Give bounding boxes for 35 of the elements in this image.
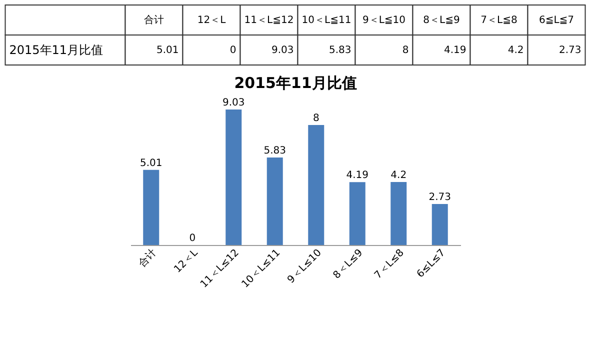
- bar: [390, 182, 407, 245]
- data-label: 0: [189, 233, 196, 244]
- bar: [349, 182, 366, 245]
- bar: [143, 170, 160, 245]
- data-label: 5.83: [264, 146, 286, 157]
- data-label: 5.01: [140, 158, 162, 169]
- category-label: 9＜L≦10: [362, 15, 406, 26]
- chart-title: 2015年11月比值: [234, 74, 357, 92]
- x-tick-label: 12＜L: [172, 247, 200, 276]
- data-label: 9.03: [222, 98, 245, 109]
- data-label: 4.19: [444, 45, 466, 56]
- data-label: 8: [402, 45, 409, 56]
- data-label: 4.2: [508, 45, 524, 56]
- data-label: 4.2: [390, 170, 407, 181]
- bar: [226, 110, 242, 245]
- category-label: 7＜L≦8: [480, 15, 518, 26]
- data-label: 0: [230, 45, 236, 56]
- data-label: 4.19: [346, 170, 369, 182]
- text: 2015年11月比值: [9, 43, 104, 57]
- data-label: 2.73: [558, 45, 582, 56]
- category-label: 11＜L≦12: [244, 15, 294, 26]
- data-label: 8: [312, 113, 320, 124]
- category-label: 6≦L≦7: [538, 15, 574, 26]
- category-label: 合计: [144, 14, 164, 26]
- category-label: 10＜L≦11: [302, 15, 352, 26]
- data-label: 5.83: [328, 45, 352, 56]
- bar: [308, 125, 324, 245]
- data-label: 2.73: [428, 192, 452, 204]
- x-tick-label: 合计: [136, 246, 159, 270]
- bar: [266, 158, 283, 245]
- category-label: 12＜L: [197, 15, 226, 26]
- data-label: 5.01: [156, 45, 179, 56]
- bar: [432, 204, 448, 245]
- data-label: 9.03: [271, 45, 294, 56]
- category-label: 8＜L≦9: [423, 15, 460, 26]
